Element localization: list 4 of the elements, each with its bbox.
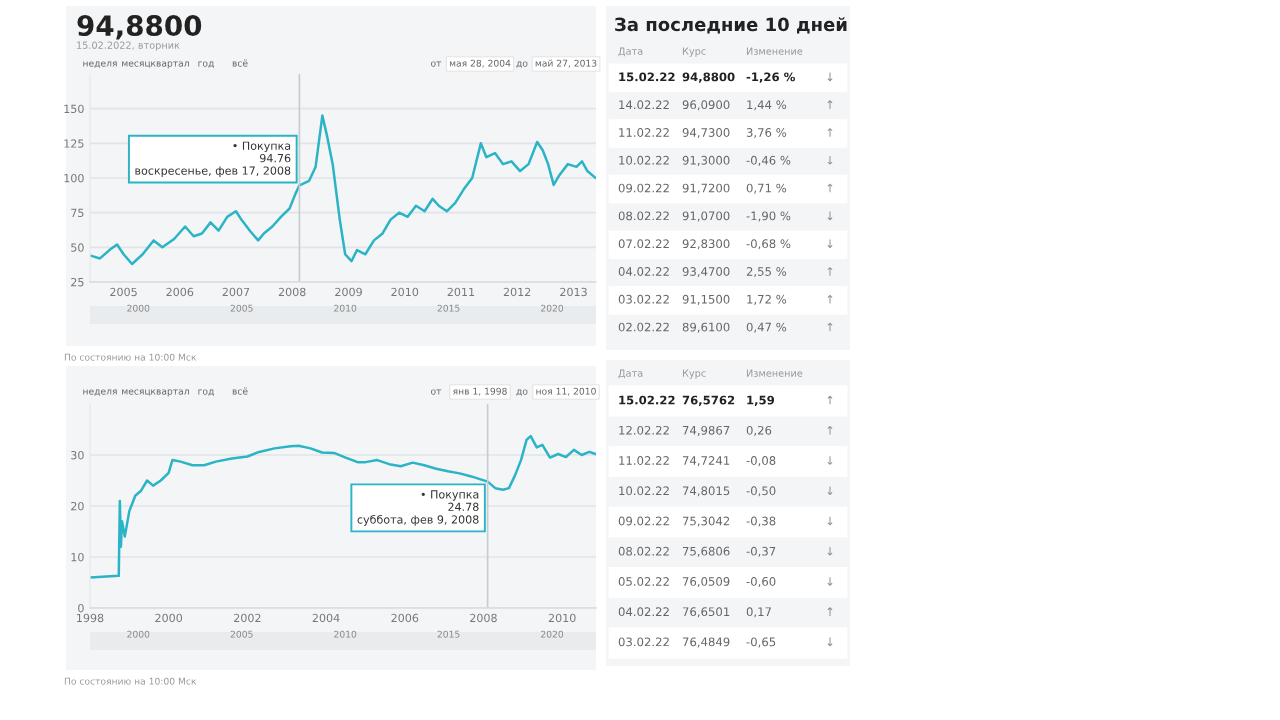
chart-title: 94,8800 — [77, 15, 202, 40]
text: За последние 10 дней — [615, 17, 847, 34]
line-series — [90, 434, 596, 579]
line-series — [90, 114, 596, 266]
